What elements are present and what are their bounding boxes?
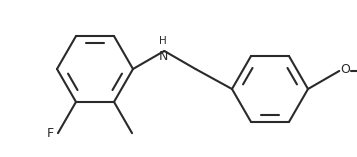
- Text: F: F: [47, 127, 54, 140]
- Text: O: O: [340, 63, 350, 76]
- Text: H: H: [159, 36, 167, 46]
- Text: N: N: [159, 50, 168, 63]
